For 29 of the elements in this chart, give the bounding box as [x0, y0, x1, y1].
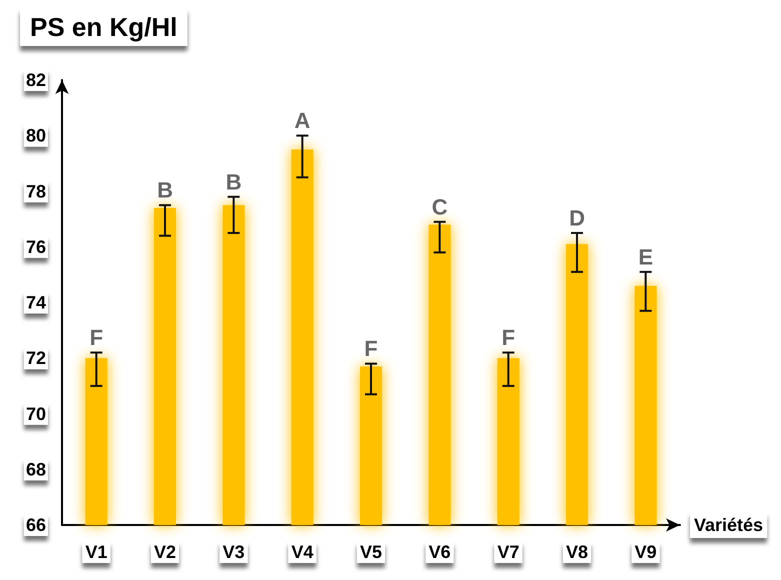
y-tick-label: 80 — [26, 126, 46, 146]
y-tick-label: 76 — [26, 236, 46, 257]
data-label: C — [432, 194, 448, 220]
y-tick-label: 78 — [26, 181, 46, 202]
x-tick-label: V1 — [85, 542, 108, 562]
x-tick-label: V8 — [566, 542, 588, 562]
y-tick-label: 68 — [26, 459, 46, 480]
data-label: F — [364, 336, 378, 362]
x-tick-label: V4 — [291, 542, 314, 562]
data-label: B — [226, 169, 242, 194]
data-label: B — [157, 178, 173, 203]
chart-title: PS en Kg/Hl — [30, 12, 178, 42]
y-tick-label: 70 — [26, 404, 46, 424]
y-tick-label: 74 — [26, 292, 46, 312]
x-tick-label: V5 — [360, 542, 382, 562]
y-tick-label: 82 — [26, 70, 46, 90]
y-tick-label: 66 — [26, 515, 46, 535]
x-axis-title: Variétés — [694, 515, 764, 535]
x-tick-label: V7 — [497, 542, 520, 562]
y-tick-label: 72 — [26, 348, 46, 368]
data-label: F — [502, 325, 516, 350]
data-label: F — [90, 325, 104, 350]
data-label: D — [569, 205, 585, 230]
x-tick-label: V6 — [428, 542, 451, 562]
x-tick-label: V2 — [154, 542, 176, 562]
data-label: E — [638, 244, 654, 270]
data-label: A — [294, 108, 310, 134]
x-tick-label: V3 — [222, 542, 245, 562]
x-tick-label: V9 — [634, 542, 657, 562]
